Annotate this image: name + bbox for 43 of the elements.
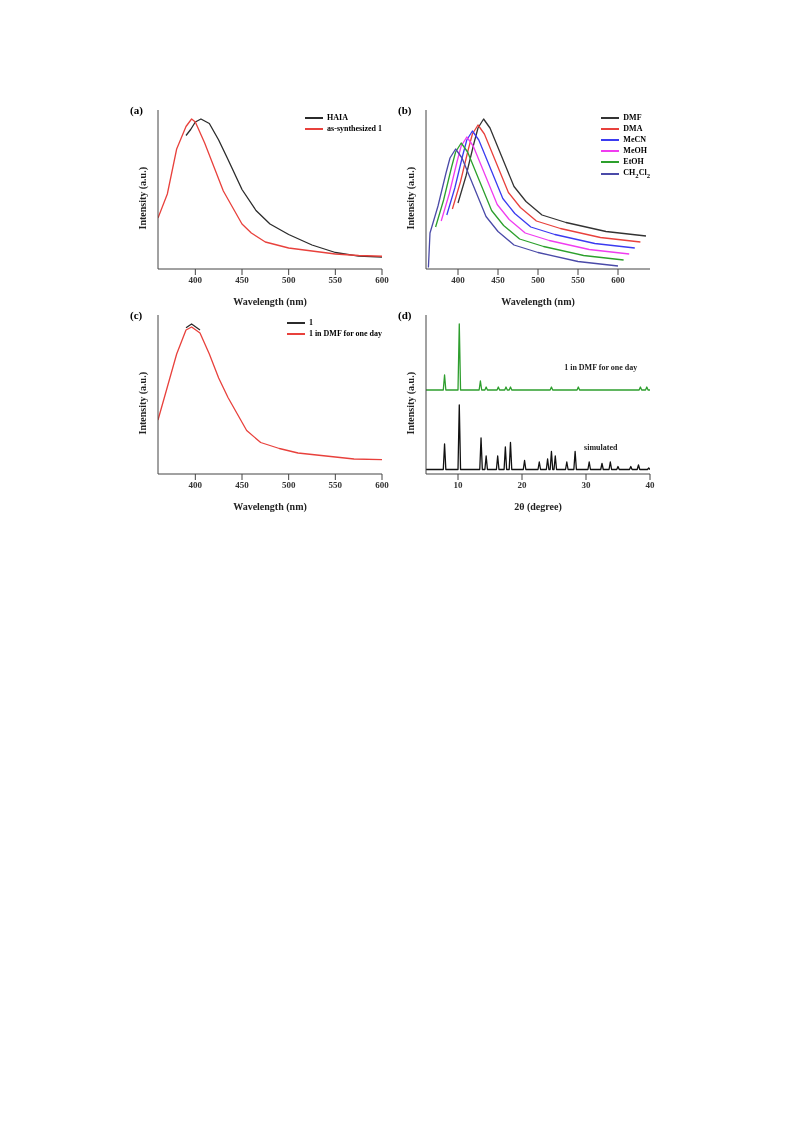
x-tick-label: 400 [188, 275, 203, 286]
x-tick-label: 550 [571, 275, 586, 286]
x-tick-label: 10 [453, 480, 463, 491]
legend-label: 1 [308, 317, 313, 328]
x-tick-label: 550 [328, 275, 343, 286]
chart-title: (d) [398, 309, 412, 321]
x-axis-title: Wavelength (nm) [501, 296, 575, 308]
legend-label: HAIA [327, 112, 348, 123]
x-axis-title: Wavelength (nm) [233, 501, 307, 513]
x-tick-label: 600 [375, 480, 390, 491]
x-axis-title: 2θ (degree) [514, 501, 562, 513]
legend-label: MeOH [623, 145, 647, 156]
chart-title: (a) [130, 104, 143, 116]
chart-title: (b) [398, 104, 412, 116]
y-axis-title: Intensity (a.u.) [136, 166, 149, 230]
x-tick-label: 500 [281, 480, 296, 491]
legend-label: MeCN [623, 134, 646, 145]
legend-label: CH$_{2}$Cl$_{2}$ [623, 167, 650, 181]
x-tick-label: 30 [581, 480, 591, 491]
legend-label: 1 in DMF for one day [308, 328, 382, 339]
legend-label: EtOH [623, 156, 644, 167]
x-tick-label: 400 [188, 480, 203, 491]
y-axis-title: Intensity (a.u.) [136, 371, 149, 435]
x-tick-label: 450 [491, 275, 506, 286]
x-tick-label: 450 [235, 480, 250, 491]
x-tick-label: 500 [281, 275, 296, 286]
x-tick-label: 20 [517, 480, 527, 491]
series-label: 1 in DMF for one day [564, 363, 638, 372]
legend-label: DMF [623, 112, 642, 123]
x-tick-label: 600 [611, 275, 626, 286]
y-axis-title: Intensity (a.u.) [404, 166, 417, 230]
x-tick-label: 40 [645, 480, 655, 491]
x-tick-label: 550 [328, 480, 343, 491]
x-axis-title: Wavelength (nm) [233, 296, 307, 308]
legend-label: as-synthesized 1 [327, 123, 382, 134]
legend-label: DMA [623, 123, 643, 134]
series-label: simulated [584, 442, 618, 452]
x-tick-label: 450 [235, 275, 250, 286]
y-axis-title: Intensity (a.u.) [404, 371, 417, 435]
x-tick-label: 500 [531, 275, 546, 286]
chart-title: (c) [130, 309, 143, 321]
x-tick-label: 400 [451, 275, 466, 286]
x-tick-label: 600 [375, 275, 390, 286]
